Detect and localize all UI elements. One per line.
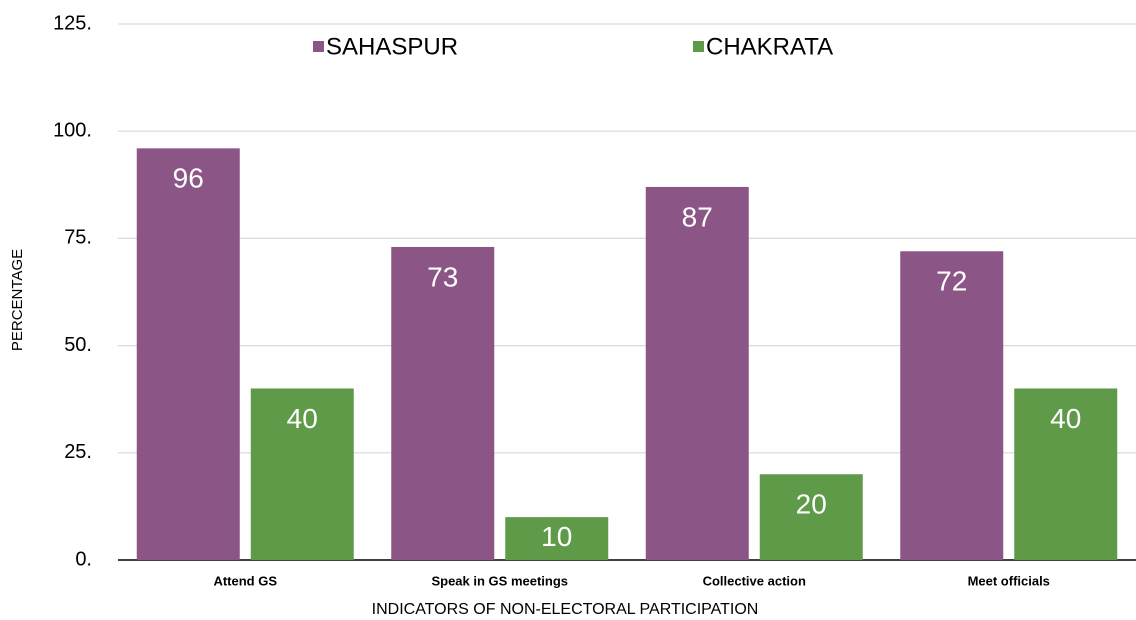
legend-swatch [313, 41, 324, 52]
data-label: 87 [682, 201, 713, 232]
bar [645, 186, 749, 560]
bar [1014, 388, 1118, 560]
data-label: 40 [287, 403, 318, 434]
bar [759, 474, 863, 560]
data-label: 73 [427, 261, 458, 292]
data-label: 40 [1050, 403, 1081, 434]
y-tick-label: 0. [75, 548, 92, 570]
y-tick-label: 125. [53, 12, 92, 34]
bar [900, 251, 1004, 560]
data-label: 96 [173, 163, 204, 194]
data-label: 72 [936, 266, 967, 297]
data-label: 10 [541, 521, 572, 552]
y-tick-label: 100. [53, 119, 92, 141]
legend-label: SAHASPUR [326, 33, 458, 60]
x-tick-label: Collective action [703, 573, 806, 588]
x-tick-label: Attend GS [213, 573, 277, 588]
y-axis-title: PERCENTAGE [9, 249, 26, 351]
data-label: 20 [796, 489, 827, 520]
legend-swatch [693, 41, 704, 52]
x-axis-title: INDICATORS OF NON-ELECTORAL PARTICIPATIO… [372, 601, 759, 618]
x-tick-label: Meet officials [968, 573, 1050, 588]
bar [250, 388, 354, 560]
bar [136, 148, 240, 561]
y-tick-label: 25. [64, 441, 92, 463]
x-tick-label: Speak in GS meetings [431, 573, 568, 588]
y-tick-label: 75. [64, 227, 92, 249]
y-tick-label: 50. [64, 334, 92, 356]
bar [505, 517, 609, 560]
legend-label: CHAKRATA [706, 33, 833, 60]
bar [391, 246, 495, 560]
